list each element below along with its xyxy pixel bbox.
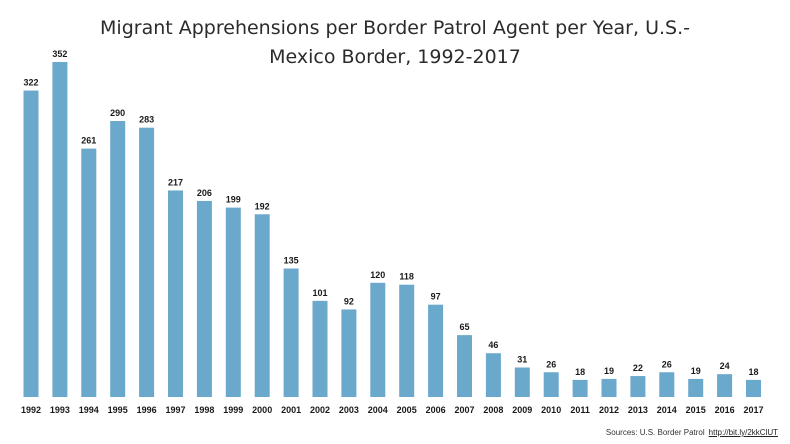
x-tick-label-2015: 2015 (686, 405, 706, 415)
value-label-1993: 352 (52, 49, 67, 59)
x-tick-label-1998: 1998 (194, 405, 214, 415)
x-tick-label-2000: 2000 (252, 405, 272, 415)
x-tick-label-2006: 2006 (426, 405, 446, 415)
bar-2011 (572, 379, 588, 397)
bar-2005 (399, 284, 415, 397)
x-tick-label-1996: 1996 (137, 405, 157, 415)
x-tick-label-1999: 1999 (223, 405, 243, 415)
value-label-1994: 261 (81, 136, 96, 146)
x-tick-label-2003: 2003 (339, 405, 359, 415)
x-tick-label-1995: 1995 (108, 405, 128, 415)
bar-2012 (601, 378, 617, 397)
source-text: Sources: U.S. Border Patrol (605, 428, 705, 437)
x-tick-label-1993: 1993 (50, 405, 70, 415)
value-label-2012: 19 (604, 366, 614, 376)
value-label-2005: 118 (399, 272, 414, 282)
value-label-1996: 283 (139, 115, 154, 125)
bar-1994 (81, 148, 97, 397)
bar-1995 (110, 121, 126, 397)
bar-2013 (630, 376, 646, 397)
bar-2000 (254, 214, 270, 397)
value-label-1997: 217 (168, 177, 183, 187)
x-axis-tick-labels: 1992 1993 1994 1995 1996 1997 1998 1999 2000 2001… (21, 405, 764, 415)
bar-2007 (457, 335, 472, 397)
chart-title-line-2: Mexico Border, 1992-2017 (269, 46, 521, 68)
bar-2017 (746, 379, 761, 397)
bar-1993 (52, 62, 68, 397)
bar-1992 (23, 90, 39, 398)
bar-2014 (659, 372, 675, 397)
bars-group (23, 62, 761, 398)
x-tick-label-2017: 2017 (743, 405, 763, 415)
bar-2001 (283, 268, 299, 397)
value-label-2003: 92 (344, 296, 354, 306)
bar-2002 (312, 300, 328, 397)
bar-1996 (139, 127, 155, 398)
x-tick-label-2011: 2011 (570, 405, 590, 415)
bar-1998 (196, 200, 212, 397)
chart-title: Migrant Apprehensions per Border Patrol … (0, 14, 790, 72)
bar-1997 (168, 190, 183, 397)
bar-2009 (514, 367, 530, 397)
source-link[interactable]: http://bit.ly/2kkClUT (708, 428, 778, 437)
bar-2015 (688, 378, 704, 397)
x-tick-label-2001: 2001 (281, 405, 301, 415)
bar-2016 (717, 374, 733, 397)
value-label-1999: 199 (226, 195, 241, 205)
value-label-2011: 18 (575, 367, 585, 377)
source-note: Sources: U.S. Border Patrol http://bit.ly… (606, 428, 778, 437)
value-label-2007: 65 (459, 322, 469, 332)
value-labels-group: 322 352 261 290 283 217 206 199 192 135 101 92 120 11… (23, 49, 758, 377)
bar-2003 (341, 309, 357, 397)
bar-2008 (485, 353, 501, 397)
x-tick-label-1994: 1994 (79, 405, 99, 415)
value-label-2013: 22 (633, 363, 643, 373)
bar-2006 (428, 304, 444, 397)
bar-2004 (370, 282, 386, 397)
x-tick-label-2010: 2010 (541, 405, 561, 415)
value-label-2008: 46 (488, 340, 498, 350)
x-tick-label-2004: 2004 (368, 405, 388, 415)
x-tick-label-2013: 2013 (628, 405, 648, 415)
x-tick-label-2009: 2009 (512, 405, 532, 415)
chart-title-line-1: Migrant Apprehensions per Border Patrol … (100, 17, 690, 39)
x-tick-label-2005: 2005 (397, 405, 417, 415)
value-label-2000: 192 (255, 201, 270, 211)
bar-1999 (225, 207, 241, 397)
x-tick-label-2014: 2014 (657, 405, 677, 415)
x-tick-label-2007: 2007 (454, 405, 474, 415)
value-label-2010: 26 (546, 359, 556, 369)
x-tick-label-2002: 2002 (310, 405, 330, 415)
value-label-2001: 135 (284, 256, 299, 266)
value-label-1992: 322 (23, 78, 38, 88)
value-label-2002: 101 (312, 288, 327, 298)
value-label-2004: 120 (370, 270, 385, 280)
value-label-2016: 24 (720, 361, 730, 371)
value-label-2006: 97 (431, 292, 441, 302)
value-label-2009: 31 (517, 355, 527, 365)
bar-2010 (543, 372, 559, 397)
x-tick-label-1992: 1992 (21, 405, 41, 415)
x-tick-label-2012: 2012 (599, 405, 619, 415)
x-tick-label-1997: 1997 (165, 405, 185, 415)
x-tick-label-2008: 2008 (483, 405, 503, 415)
value-label-2015: 19 (691, 366, 701, 376)
value-label-1998: 206 (197, 188, 212, 198)
value-label-1995: 290 (110, 108, 125, 118)
value-label-2014: 26 (662, 359, 672, 369)
value-label-2017: 18 (748, 367, 758, 377)
x-tick-label-2016: 2016 (715, 405, 735, 415)
